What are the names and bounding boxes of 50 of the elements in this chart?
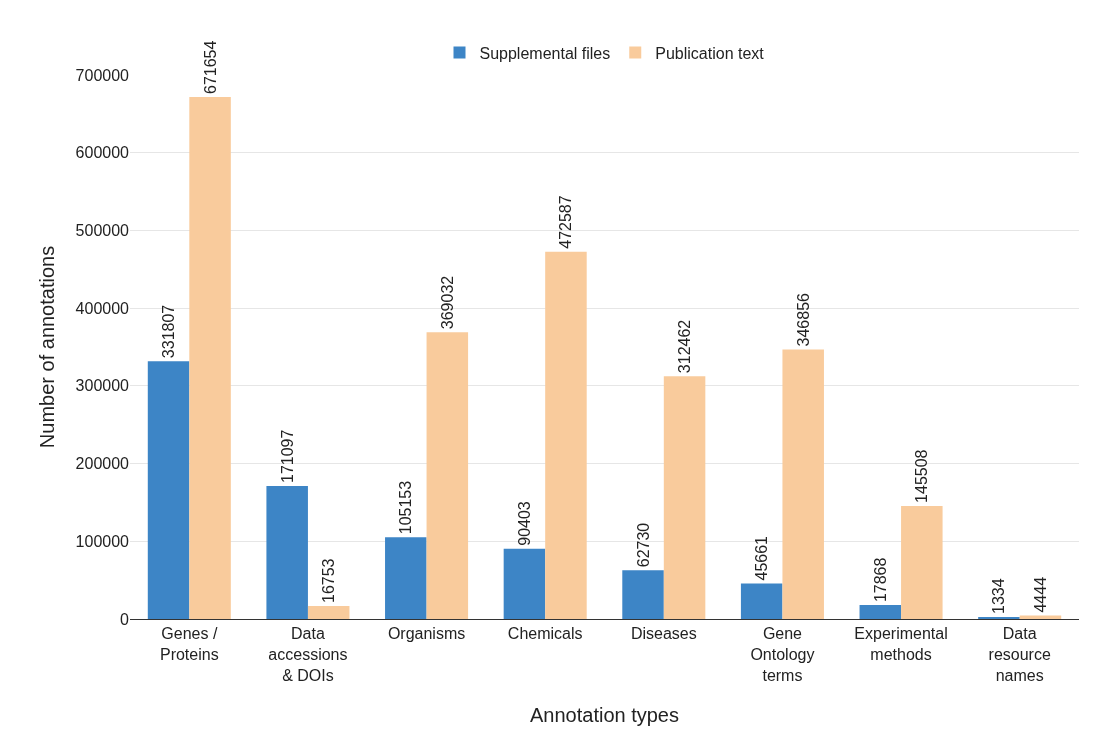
y-tick-label: 600000 [75,144,130,162]
bar [545,251,587,619]
data-label: 90403 [515,501,533,546]
legend-label: Supplemental files [479,44,611,62]
y-tick-label: 200000 [75,455,130,473]
x-tick-label: Data resource names [988,625,1051,684]
legend-label: Publication text [655,44,765,62]
bar [622,570,664,619]
bar [307,605,350,619]
bar [901,505,943,619]
data-label: 671654 [201,40,219,95]
x-tick-label: Gene Ontology terms [750,625,815,684]
x-tick-label: Genes / Proteins [159,625,219,663]
x-tick-label: Data accessions & DOIs [268,625,348,684]
data-label: 62730 [634,522,652,568]
x-tick-label: Chemicals [507,625,583,643]
data-label: 45661 [753,535,771,581]
data-label: 331807 [160,304,178,359]
data-label: 369032 [438,275,456,330]
bar [782,349,824,619]
bar [663,376,706,619]
x-tick-label: Experimental methods [854,625,948,663]
x-tick-label: Diseases [630,625,697,643]
data-label: 171097 [278,429,296,484]
y-axis-title: Number of annotations [36,245,59,449]
data-label: 105153 [397,480,415,535]
data-label: 346856 [794,292,812,347]
y-tick-label: 500000 [75,222,130,240]
y-tick-label: 400000 [75,299,130,317]
bar [147,361,190,619]
y-tick-label: 100000 [75,532,130,550]
y-tick-label: 0 [120,610,130,628]
x-tick-label: Organisms [387,625,466,643]
bar [189,97,231,619]
bar [385,537,427,619]
bar [426,332,469,619]
data-label: 312462 [676,319,694,374]
y-tick-label: 300000 [75,377,130,395]
bar [859,605,902,619]
data-label: 145508 [913,449,931,503]
x-axis-title: Annotation types [530,704,679,727]
data-label: 472587 [557,195,575,249]
data-label: 16753 [320,558,338,603]
y-tick-label: 700000 [75,66,130,84]
bar [740,583,783,619]
data-label: 17868 [871,557,889,603]
bar [503,548,546,619]
data-label: 4444 [1031,576,1049,613]
bar [266,486,308,619]
data-label: 1334 [990,578,1008,614]
